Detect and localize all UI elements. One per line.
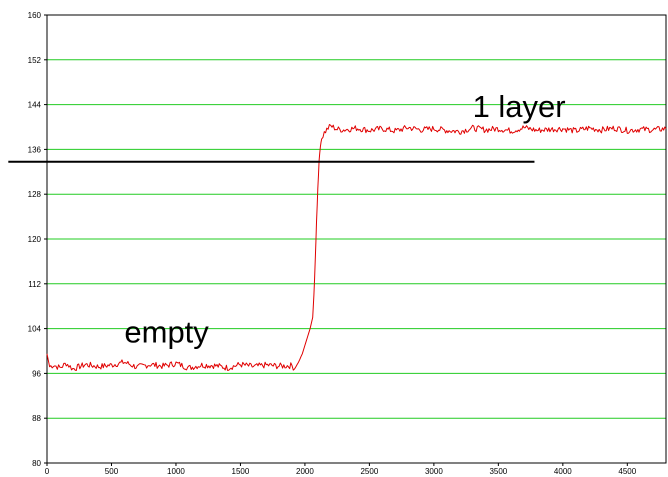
y-tick-label: 112 (28, 280, 41, 289)
annotation-label: empty (124, 315, 209, 350)
x-tick-label: 1500 (232, 467, 250, 476)
annotations-layer: empty 1 layer (124, 89, 565, 350)
y-tick-label: 136 (28, 145, 42, 154)
x-tick-label: 500 (105, 467, 119, 476)
y-tick-label: 96 (32, 369, 41, 378)
y-tick-label: 152 (28, 56, 42, 65)
gridlines (47, 59, 666, 419)
y-tick-label: 80 (32, 459, 41, 468)
x-tick-label: 0 (45, 467, 50, 476)
x-tick-label: 1000 (167, 467, 185, 476)
annotation-label: 1 layer (473, 89, 566, 124)
x-tick-label: 2000 (296, 467, 314, 476)
y-tick-label: 120 (28, 235, 42, 244)
series-layer (46, 124, 667, 371)
x-tick-label: 3500 (489, 467, 507, 476)
x-tick-label: 2500 (360, 467, 378, 476)
x-tick-label: 4000 (554, 467, 572, 476)
x-tick-label: 4500 (618, 467, 636, 476)
y-tick-label: 88 (32, 414, 41, 423)
y-tick-label: 104 (28, 325, 42, 334)
series-line (46, 124, 667, 371)
y-tick-label: 160 (28, 11, 42, 20)
axis-ticks: 80 88 96 104 112 120 128 136 144 152 160 0 500 1000 15… (28, 11, 637, 476)
x-tick-label: 3000 (425, 467, 443, 476)
y-tick-label: 128 (28, 190, 42, 199)
y-tick-label: 144 (28, 101, 42, 110)
